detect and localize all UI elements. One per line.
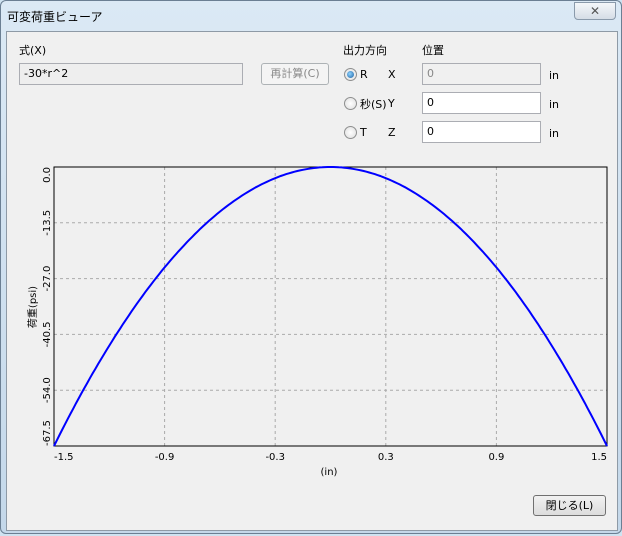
x-tick-label: 0.9 <box>488 452 504 463</box>
direction-label: 出力方向 <box>343 44 387 57</box>
x-tick-label: 1.5 <box>591 452 607 463</box>
axis-label-y: Y <box>388 97 395 110</box>
plot-frame <box>53 166 608 447</box>
position-label: 位置 <box>422 44 444 57</box>
window-title: 可変荷重ビューア <box>7 10 103 24</box>
radio-button[interactable] <box>344 68 357 81</box>
y-axis-label: 荷重(psi) <box>26 286 39 328</box>
x-tick-label: -0.3 <box>265 452 285 463</box>
close-button[interactable]: 閉じる(L) <box>533 495 606 516</box>
y-tick-label: -13.5 <box>42 210 53 236</box>
formula-label: 式(X) <box>19 44 47 57</box>
y-tick-label: -40.5 <box>42 321 53 347</box>
x-tick-label: 0.3 <box>378 452 394 463</box>
x-axis-label: (in) <box>321 467 338 478</box>
y-tick-label: 0.0 <box>42 167 53 183</box>
radio-label: T <box>360 126 367 139</box>
formula-input[interactable]: -30*r^2 <box>19 63 243 85</box>
close-x-icon[interactable]: ✕ <box>574 2 616 20</box>
recalc-button[interactable]: 再計算(C) <box>261 63 329 85</box>
y-tick-label: -67.5 <box>42 420 53 446</box>
x-tick-label: -1.5 <box>54 452 74 463</box>
y-tick-label: -27.0 <box>42 266 53 292</box>
chart-grid <box>54 167 607 446</box>
axis-label-x: X <box>388 68 396 81</box>
radio-label: 秒(S) <box>360 98 387 111</box>
unit-x: in <box>549 69 560 82</box>
series-line <box>53 166 608 447</box>
position-y-input[interactable]: 0 <box>422 92 541 114</box>
dialog-body: 式(X) -30*r^2 再計算(C) 出力方向 位置 R 秒(S) T X 0… <box>6 31 618 531</box>
unit-z: in <box>549 127 560 140</box>
unit-y: in <box>549 98 560 111</box>
radio-label: R <box>360 68 368 81</box>
position-z-input[interactable]: 0 <box>422 121 541 143</box>
axis-label-z: Z <box>388 126 396 139</box>
x-tick-label: -0.9 <box>155 452 175 463</box>
position-x-input[interactable]: 0 <box>422 63 541 85</box>
y-tick-label: -54.0 <box>42 377 53 403</box>
radio-button[interactable] <box>344 126 357 139</box>
radio-button[interactable] <box>344 97 357 110</box>
